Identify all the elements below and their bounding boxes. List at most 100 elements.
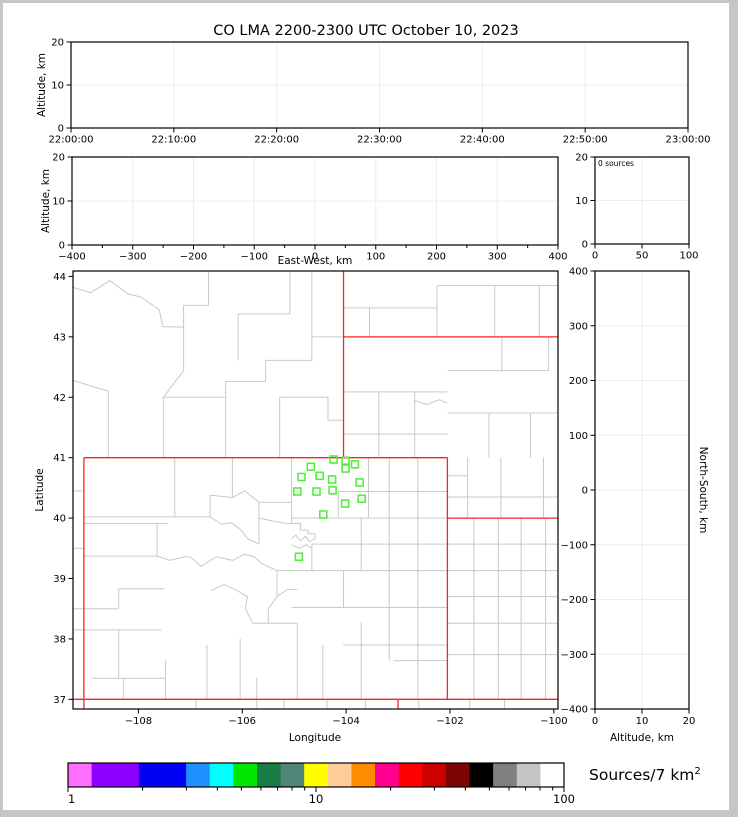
colorbar-tick-label: 100 [553, 792, 575, 806]
county-border [276, 588, 298, 598]
tick-label: 22:50:00 [563, 135, 608, 146]
colorbar-segment [68, 763, 93, 787]
ew-height-panel-frame [71, 156, 559, 246]
station-marker [293, 487, 302, 496]
map-ylabel: Latitude [34, 468, 46, 512]
tick-label: 39 [53, 574, 66, 585]
tick-label: 10 [51, 81, 64, 92]
tick-label: −200 [180, 252, 207, 263]
county-border [72, 280, 184, 328]
tick-label: −100 [561, 540, 588, 551]
tick-label: −200 [561, 595, 588, 606]
alt-histogram-panel-frame [594, 156, 690, 245]
station-marker [357, 494, 367, 504]
county-border [210, 584, 269, 624]
tick-label: 40 [53, 514, 66, 525]
tick-label: 400 [548, 252, 567, 263]
station-marker [329, 455, 338, 464]
colorbar-segment [280, 763, 305, 787]
tick-label: 22:00:00 [49, 135, 94, 146]
colorbar-segment [375, 763, 400, 787]
tick-label: −100 [241, 252, 268, 263]
colorbar-segment [469, 763, 494, 787]
county-border [183, 271, 210, 328]
tick-label: 300 [569, 321, 588, 332]
tick-label: 400 [569, 267, 588, 278]
station-marker [328, 486, 337, 495]
county-border [232, 553, 278, 572]
county-border [225, 336, 313, 383]
tick-label: −106 [229, 716, 256, 727]
tick-label: 38 [53, 634, 66, 645]
tick-label: 0 [59, 241, 65, 252]
tick-label: 20 [575, 153, 588, 164]
colorbar-segment [91, 763, 140, 787]
colorbar-label-sup: 2 [694, 766, 701, 777]
county-border [258, 517, 292, 525]
tick-label: 200 [427, 252, 446, 263]
tick-label: 22:40:00 [460, 135, 505, 146]
colorbar-segment [351, 763, 376, 787]
colorbar-frame [67, 762, 565, 788]
tick-label: −400 [561, 705, 588, 716]
station-marker [355, 478, 364, 487]
station-marker [350, 460, 360, 469]
time-height-panel-frame [70, 41, 689, 129]
colorbar-segment [256, 763, 282, 787]
county-border [414, 399, 448, 406]
map-panel-frame [72, 270, 559, 710]
tick-label: −300 [561, 650, 588, 661]
time-panel-ylabel: Altitude, km [36, 52, 48, 118]
tick-label: 37 [53, 695, 66, 706]
county-border [291, 523, 309, 534]
tick-label: 44 [53, 272, 66, 283]
colorbar-segment [138, 763, 187, 787]
tick-label: 0 [582, 240, 588, 251]
colorbar-segment [422, 763, 447, 787]
colorbar-tick-label: 1 [68, 792, 75, 806]
ns-height-panel-frame [594, 270, 690, 710]
station-marker [341, 464, 350, 473]
colorbar-label-text: Sources/7 km [589, 766, 695, 785]
tick-label: 300 [488, 252, 507, 263]
colorbar-segment [493, 763, 518, 787]
colorbar-segment [186, 763, 211, 787]
county-border [209, 494, 233, 517]
tick-label: 0 [58, 124, 64, 135]
colorbar-segment [327, 763, 352, 787]
ns-panel-ylabel: North-South, km [697, 446, 709, 534]
county-border [162, 327, 185, 398]
tick-label: 23:00:00 [666, 135, 711, 146]
station-marker [306, 462, 316, 472]
county-border [156, 555, 191, 561]
tick-label: 10 [52, 197, 65, 208]
tick-label: −400 [58, 252, 85, 263]
tick-label: −108 [125, 716, 152, 727]
county-border [209, 516, 260, 545]
county-border [190, 556, 234, 567]
station-marker [327, 475, 337, 484]
station-marker [297, 472, 306, 482]
county-border [237, 271, 291, 361]
colorbar-label: Sources/7 km2 [589, 766, 701, 784]
tick-label: 22:10:00 [151, 135, 196, 146]
county-border [267, 570, 278, 624]
county-border [232, 490, 260, 503]
station-marker [312, 487, 321, 496]
colorbar-segment [516, 763, 541, 787]
figure-title: CO LMA 2200-2300 UTC October 10, 2023 [213, 23, 519, 39]
tick-label: 100 [679, 251, 698, 262]
tick-label: 20 [683, 716, 696, 727]
colorbar-segment [398, 763, 423, 787]
tick-label: −300 [119, 252, 146, 263]
tick-label: 43 [53, 332, 66, 343]
station-marker [341, 456, 350, 465]
station-marker [318, 510, 328, 519]
tick-label: 22:20:00 [254, 135, 299, 146]
tick-label: 41 [53, 453, 66, 464]
tick-label: 0 [592, 251, 598, 262]
tick-label: 0 [312, 252, 318, 263]
county-border [291, 533, 316, 543]
ns-panel-xlabel: Altitude, km [609, 732, 675, 744]
tick-label: 0 [592, 716, 598, 727]
